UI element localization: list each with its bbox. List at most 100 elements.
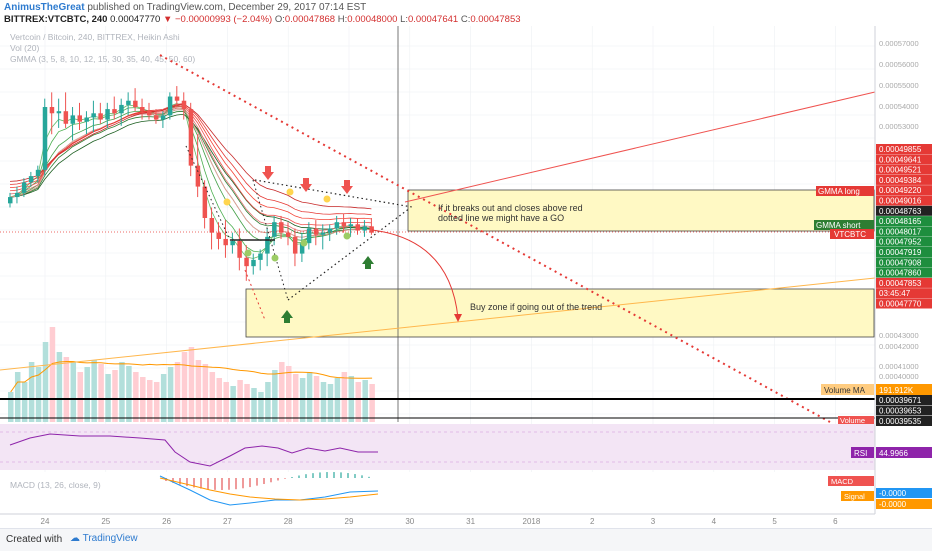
gmma-short-label: GMMA short: [816, 221, 861, 230]
macd-hist-bar: [354, 474, 356, 478]
macd-hist-bar: [200, 478, 202, 489]
price-tag-label: 0.00047919: [879, 248, 922, 257]
volume-bar: [195, 360, 202, 422]
price-chart[interactable]: Vertcoin / Bitcoin, 240, BITTREX, Heikin…: [0, 26, 932, 528]
close-label: C:: [460, 14, 471, 25]
price-tag-label: 0.00047908: [879, 258, 922, 267]
price-tag-label: 0.00047770: [879, 300, 922, 309]
time-tick-label: 29: [345, 517, 354, 526]
candles: [8, 86, 374, 281]
candle-body: [258, 253, 263, 260]
candle-body: [42, 107, 48, 170]
candle-body: [251, 259, 256, 267]
price-tag-bg: [876, 267, 932, 278]
price-tick-label: 0.00053000: [879, 122, 919, 131]
close-value: 0.00047853: [470, 14, 521, 25]
volume-bar: [119, 362, 125, 422]
high-label: H:: [337, 14, 348, 25]
black-dotted-left: [252, 179, 289, 301]
volume-bar: [272, 370, 278, 422]
created-with: Created with: [6, 534, 63, 545]
price-tag-bg: [876, 174, 932, 185]
macd-hist-bar: [256, 478, 258, 486]
volume-ma-tag: [821, 384, 874, 395]
price-tag-bg: [876, 154, 932, 165]
candle-body: [77, 115, 82, 122]
volume-bar: [188, 347, 195, 422]
candle-body: [98, 113, 103, 120]
macd-hist-bar: [368, 476, 370, 478]
price-tag-bg: [876, 205, 932, 216]
symbol-ohlc: BITTREX:VTCBTC, 240 0.00047770 ▼ −0.0000…: [4, 14, 521, 25]
time-tick-label: 28: [284, 517, 293, 526]
open-value: 0.00047868: [284, 14, 336, 25]
price-tag-bg: [876, 247, 932, 257]
candle-body: [237, 241, 242, 258]
price-tick-label: 0.00043000: [879, 331, 919, 340]
volume-bar: [21, 382, 28, 422]
volume-bar: [70, 362, 77, 422]
candle-body: [362, 226, 367, 231]
candle-body: [160, 115, 166, 120]
red-dotted-small: [244, 269, 266, 321]
macd-line: [159, 475, 379, 506]
candle-body: [8, 197, 13, 204]
macd-hist-bar: [305, 474, 307, 478]
candle-body: [105, 109, 110, 120]
price-tag-bg: [876, 395, 932, 405]
price-tag-bg: [876, 226, 932, 237]
signal-label: Signal: [844, 492, 865, 501]
candle-body: [167, 96, 173, 116]
macd-hist-bar: [347, 473, 349, 478]
macd-hist-bar: [172, 478, 174, 483]
macd-hist-bar: [193, 478, 195, 488]
macd-hist-bar: [277, 478, 279, 481]
curve-arrowhead: [454, 314, 462, 322]
legend-symbol: Vertcoin / Bitcoin, 240, BITTREX, Heikin…: [10, 32, 180, 42]
candle-body: [355, 224, 360, 231]
volume-ma-line: [10, 360, 373, 393]
candle-body: [216, 232, 221, 239]
macd-hist-bar: [263, 478, 265, 485]
time-tick-label: 31: [466, 517, 475, 526]
candle-body: [28, 176, 34, 183]
volume-bar: [362, 380, 368, 422]
candle-body: [91, 113, 96, 118]
candle-body: [119, 104, 124, 114]
candle-body: [306, 228, 312, 244]
author-link[interactable]: AnimusTheGreat: [4, 2, 85, 13]
macd-value-tag: [876, 488, 932, 498]
candle-body: [195, 165, 201, 187]
volume-bar: [279, 362, 285, 422]
volume-bar: [369, 384, 375, 422]
tradingview-logo[interactable]: ☁ TradingView: [70, 533, 138, 544]
price-tag-bg: [876, 298, 932, 309]
time-tick-label: 2: [590, 517, 595, 526]
candle-body: [14, 192, 20, 198]
macd-hist-bar: [340, 472, 342, 478]
candle-body: [230, 241, 235, 246]
last-price: 0.00047770: [110, 14, 161, 25]
candle-body: [181, 100, 187, 110]
candle-body: [265, 236, 270, 254]
volume-ma-value-tag: [876, 384, 932, 395]
candle-body: [313, 228, 319, 235]
price-tick-label: 0.00057000: [879, 39, 919, 48]
up-arrow-markers: [281, 256, 374, 323]
macd-value: -0.0000: [879, 489, 907, 498]
price-tag-label: 0.00048017: [879, 227, 922, 236]
volume-bar: [286, 366, 292, 422]
candle-body: [49, 107, 55, 114]
price-tick-label: 0.00054000: [879, 102, 919, 111]
breakout-box: [407, 189, 875, 232]
macd-hist-bar: [312, 473, 314, 478]
price-tag-label: 0.00048763: [879, 207, 922, 216]
price-tag-bg: [876, 257, 932, 268]
volume-bar: [153, 382, 160, 422]
macd-hist-bar: [221, 478, 223, 490]
price-tag-label: 0.00047952: [879, 238, 922, 247]
candle-body: [272, 222, 277, 237]
volume-bar: [63, 357, 70, 422]
candle-body: [341, 222, 347, 227]
macd-hist-bar: [326, 472, 328, 478]
